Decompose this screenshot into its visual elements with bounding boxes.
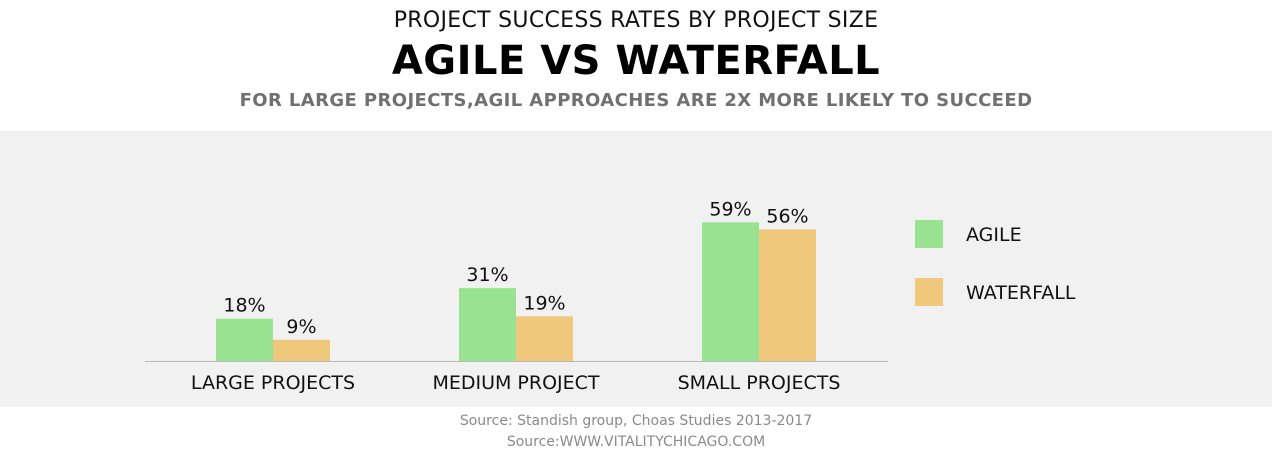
data-label-agile-1: 18%	[223, 295, 265, 317]
data-label-waterfall-1: 9%	[286, 316, 316, 338]
x-tick-label: LARGE PROJECTS	[191, 372, 355, 394]
bar-agile-1	[216, 318, 273, 361]
x-tick-label: SMALL PROJECTS	[678, 372, 841, 394]
bar-waterfall-2	[516, 316, 573, 361]
bar-waterfall-1	[273, 339, 330, 361]
bar-agile-2	[459, 288, 516, 361]
data-label-agile-3: 59%	[709, 198, 751, 220]
data-label-waterfall-3: 56%	[766, 205, 808, 227]
source-note-2: Source:WWW.VITALITYCHICAGO.COM	[506, 434, 766, 450]
legend-label-agile: AGILE	[966, 224, 1022, 246]
chart-title: PROJECT SUCCESS RATES BY PROJECT SIZE	[393, 8, 879, 33]
chart-subtitle: FOR LARGE PROJECTS,AGIL APPROACHES ARE 2…	[239, 90, 1033, 111]
data-label-waterfall-2: 19%	[523, 292, 565, 314]
legend-label-waterfall: WATERFALL	[966, 282, 1076, 304]
source-note-1: Source: Standish group, Choas Studies 20…	[459, 413, 813, 429]
bar-agile-3	[702, 222, 759, 361]
chart-panel: 18% 9% LARGE PROJECTS 31% 19% MEDIUM PROJECT 5…	[0, 131, 1272, 407]
bar-waterfall-3	[759, 229, 816, 361]
legend-swatch-waterfall	[915, 278, 943, 306]
x-tick-label: MEDIUM PROJECT	[432, 372, 599, 394]
legend-swatch-agile	[915, 220, 943, 248]
data-label-agile-2: 31%	[466, 264, 508, 286]
bar-chart: 18% 9% LARGE PROJECTS 31% 19% MEDIUM PROJECT 5…	[145, 198, 1076, 394]
chart-headline: AGILE VS WATERFALL	[391, 38, 881, 84]
